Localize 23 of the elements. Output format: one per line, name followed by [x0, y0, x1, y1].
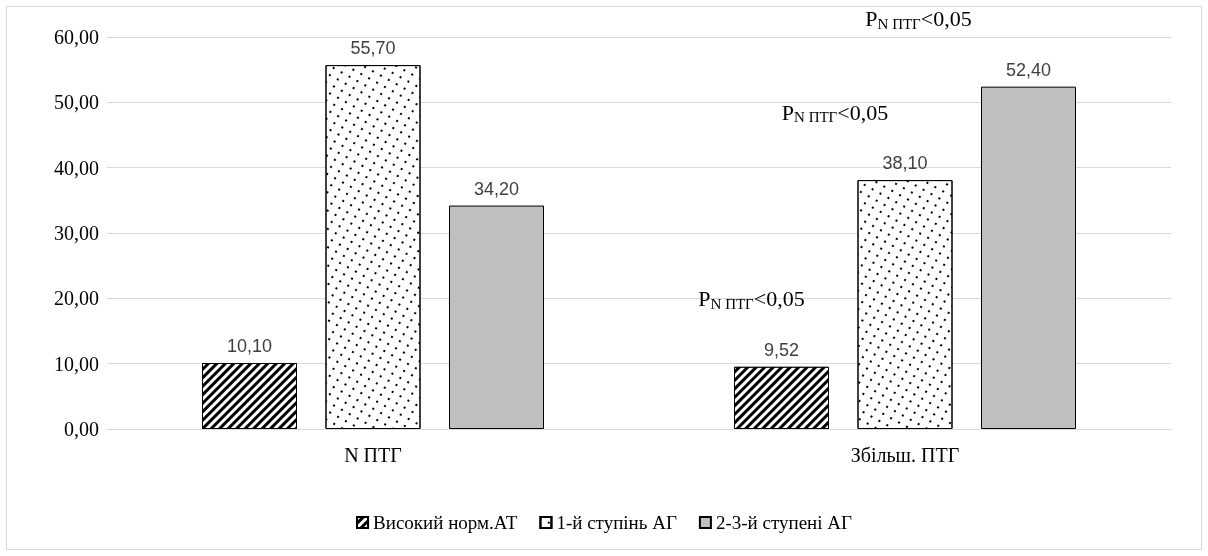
y-tick-label: 50,00: [54, 91, 99, 114]
legend-label: 1-й ступінь АГ: [556, 512, 677, 533]
data-label: 55,70: [350, 38, 396, 59]
annotation: PN ПТГ<0,05: [698, 286, 805, 312]
x-tick-label: Збільш. ПТГ: [850, 444, 960, 466]
text: PN ПТГ<0,05: [865, 6, 972, 32]
y-tick-label: 30,00: [54, 222, 99, 244]
data-label: 10,10: [226, 336, 273, 357]
bar: [981, 86, 1076, 429]
y-tick-label: 40,00: [54, 156, 99, 179]
y-tick-label: 10,00: [54, 352, 99, 375]
y-tick-label: 60,00: [54, 26, 99, 48]
legend-label: Високий норм.АТ: [373, 512, 518, 533]
y-tick-label: 20,00: [54, 287, 99, 310]
bar: [449, 205, 544, 429]
data-label: 38,10: [882, 153, 928, 174]
y-tick-label: 0,00: [64, 418, 99, 440]
data-label: 9,52: [763, 339, 800, 360]
data-label: 52,40: [1005, 59, 1052, 80]
x-tick-label: N ПТГ: [344, 444, 402, 466]
annotation: PN ПТГ<0,05: [781, 99, 889, 126]
legend-label: 2-3-й ступені АГ: [715, 512, 852, 533]
data-label: 34,20: [473, 178, 520, 199]
